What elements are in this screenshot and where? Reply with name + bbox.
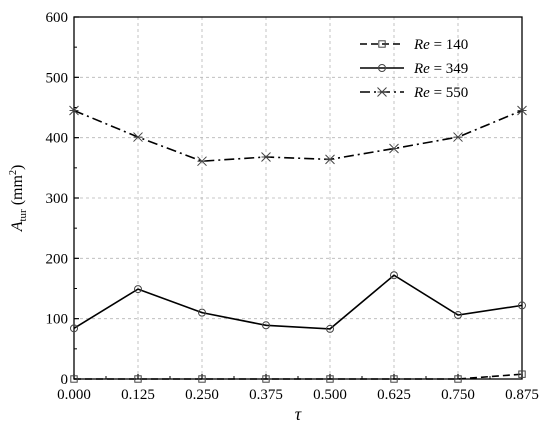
y-tick-label: 200	[46, 251, 69, 267]
data-point-star	[453, 132, 463, 142]
x-tick-label: 0.750	[441, 387, 475, 403]
x-tick-label: 0.375	[249, 387, 283, 403]
legend-label-value: = 140	[430, 37, 468, 53]
legend-label-var: Re	[413, 61, 430, 77]
axes: 0 100 200 300 400 500 600 0.000 0.125 0.250 0.375 0…	[46, 10, 539, 403]
data-point-square	[262, 375, 270, 383]
data-point-circle	[454, 311, 462, 320]
data-point-star	[389, 143, 399, 154]
y-axis-label-sub: tur	[17, 209, 29, 222]
data-point-star	[377, 87, 387, 97]
y-tick-label: 600	[46, 10, 69, 26]
data-point-circle	[326, 324, 334, 333]
series	[70, 271, 526, 333]
data-point-square	[70, 375, 78, 383]
grid-lines	[74, 17, 522, 379]
y-axis-label-close: )	[9, 165, 26, 170]
data-point-star	[517, 105, 527, 116]
data-point-square	[198, 375, 206, 383]
x-axis-label: τ	[295, 404, 302, 424]
x-tick-label: 0.000	[57, 387, 91, 403]
data-point-star	[261, 152, 271, 162]
series-layer	[69, 105, 527, 383]
data-point-square	[390, 375, 398, 383]
data-point-square	[378, 40, 386, 48]
x-tick-label: 0.625	[377, 387, 411, 403]
x-tick-label: 0.875	[505, 387, 539, 403]
data-point-square	[326, 375, 334, 383]
data-point-square	[454, 375, 462, 383]
legend-label-value: = 550	[430, 85, 468, 101]
x-tick-label: 0.250	[185, 387, 219, 403]
legend-label-var: Re	[413, 85, 430, 101]
data-point-star	[325, 154, 335, 165]
y-tick-label: 400	[46, 131, 69, 147]
data-point-star	[133, 132, 143, 142]
series-line	[73, 109, 523, 163]
data-point-circle	[134, 285, 142, 294]
data-point-circle	[518, 301, 526, 310]
data-point-circle	[198, 308, 206, 317]
data-point-circle	[378, 64, 386, 72]
legend-label: Re = 140	[413, 37, 468, 53]
y-axis-label-unit: (mm	[9, 174, 26, 209]
data-point-circle	[70, 324, 78, 333]
series	[70, 370, 526, 383]
legend-label-var: Re	[413, 37, 430, 53]
data-point-circle	[262, 321, 270, 330]
series-line	[74, 373, 523, 380]
x-tick-label: 0.125	[121, 387, 155, 403]
legend-label: Re = 349	[413, 61, 468, 77]
y-axis-label-sup: 2	[8, 170, 19, 175]
y-tick-label: 0	[61, 372, 69, 388]
y-tick-label: 100	[46, 312, 69, 328]
data-point-star	[197, 156, 207, 167]
y-axis-label-var: A	[9, 221, 26, 232]
y-tick-label: 300	[46, 191, 69, 207]
x-tick-label: 0.500	[313, 387, 347, 403]
data-point-circle	[390, 271, 398, 280]
data-point-star	[69, 105, 79, 116]
series-line	[73, 274, 523, 330]
data-point-square	[134, 375, 142, 383]
legend-label: Re = 550	[413, 85, 468, 101]
y-tick-label: 500	[46, 70, 69, 86]
data-point-square	[518, 370, 526, 378]
series	[69, 105, 527, 167]
y-axis-label: Atur (mm2)	[8, 165, 29, 233]
legend-label-value: = 349	[430, 61, 468, 77]
